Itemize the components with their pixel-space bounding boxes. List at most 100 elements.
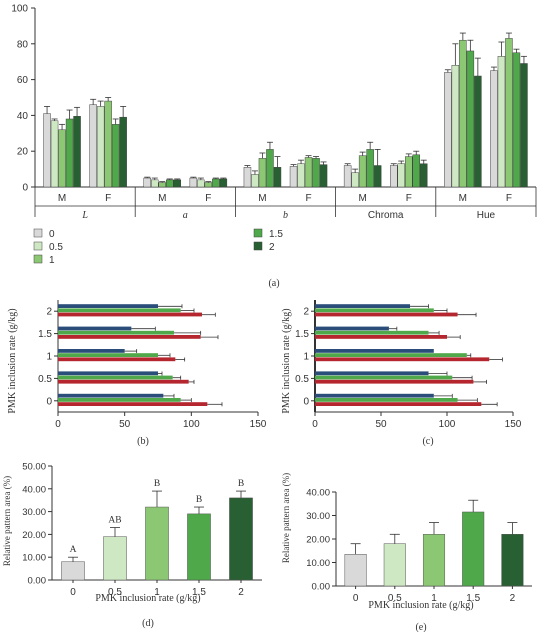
b-x-tick-label: 0 (55, 419, 61, 430)
c-bar (315, 312, 458, 317)
c-bar (315, 304, 411, 308)
a-bar (512, 52, 521, 188)
c-y-tick-label: 1 (303, 352, 309, 363)
a-group-label: Chroma (368, 210, 404, 221)
a-bar (419, 163, 428, 188)
c-bar (315, 353, 467, 357)
a-bar (65, 118, 74, 188)
c-bar (315, 402, 482, 406)
e-y-tick-label: 10.00 (306, 558, 330, 569)
a-bar (166, 179, 174, 188)
legend-label: 0 (49, 229, 55, 240)
a-bar (444, 72, 452, 188)
d-y-tick-label: 30.00 (22, 507, 46, 518)
a-bar (189, 177, 198, 188)
a-sex-label: M (58, 193, 66, 204)
legend-label: 1 (49, 255, 55, 266)
a-sex-label: F (406, 193, 412, 204)
b-y-tick-label: 1 (46, 352, 52, 363)
a-bar (351, 172, 359, 188)
legend-label: 0.5 (49, 242, 63, 253)
a-bar (397, 163, 405, 188)
d-y-tick-label: 40.00 (22, 484, 46, 495)
a-group-label: b (283, 210, 288, 221)
panel-d-chart: 0.00 10.00 20.00 30.00 40.00 50.00 0 A 0.5 AB 1 B 1.… (22, 462, 262, 598)
a-bar (258, 158, 267, 188)
d-y-tick-label: 50.00 (22, 462, 46, 473)
a-bar (204, 182, 213, 188)
a-group-label: L (81, 210, 88, 221)
c-y-tick-label: 2 (303, 307, 309, 318)
panel-e-xlabel: PMK inclusion rate (g/kg) (368, 600, 473, 611)
a-group-label: Hue (477, 210, 496, 221)
b-bar (58, 312, 202, 317)
e-bar (501, 534, 524, 587)
a-bar (497, 56, 506, 188)
c-y-tick-label: 0 (303, 396, 309, 407)
legend-label: 1.5 (269, 229, 283, 240)
b-bar (58, 402, 208, 406)
d-significance-letter: B (238, 479, 244, 489)
legend-swatch (33, 228, 43, 238)
legend-label: 2 (269, 242, 275, 253)
a-sex-label: M (459, 193, 467, 204)
a-bar (273, 167, 282, 188)
a-bar (151, 179, 159, 188)
d-bar (145, 506, 169, 581)
panel-a-label: (a) (268, 278, 279, 289)
a-bar (304, 157, 313, 188)
c-x-tick-label: 150 (505, 419, 522, 430)
a-bar (43, 113, 51, 188)
c-x-tick-label: 0 (312, 419, 318, 430)
c-bar (315, 375, 453, 380)
d-x-tick-label: 0.5 (108, 587, 122, 598)
a-bar (104, 100, 112, 188)
b-bar (58, 357, 176, 362)
panel-b-chart: 0 50 100 150 0 0.5 1 1.5 2 (38, 300, 267, 430)
a-y-tick-label: 80 (17, 39, 29, 50)
c-bar (315, 349, 434, 353)
a-bar (96, 106, 105, 188)
a-bar (89, 104, 97, 188)
a-bar (366, 149, 374, 188)
a-bar (173, 179, 182, 188)
b-bar (58, 353, 158, 357)
b-bar (58, 330, 174, 335)
a-bar (73, 116, 81, 188)
e-x-tick-label: 0 (353, 593, 359, 604)
d-x-tick-label: 0 (70, 587, 76, 598)
a-bar (111, 124, 120, 188)
a-sex-label: M (358, 193, 366, 204)
a-bar (389, 165, 398, 188)
a-bar (219, 178, 228, 188)
c-bar (315, 398, 458, 402)
a-bar (343, 165, 352, 188)
c-bar (315, 371, 429, 376)
e-x-tick-label: 2 (510, 593, 516, 604)
legend-swatch (33, 241, 43, 251)
e-bar (344, 554, 367, 587)
c-x-tick-label: 100 (439, 419, 456, 430)
c-bar (315, 393, 434, 398)
d-x-tick-label: 1 (154, 587, 160, 598)
b-bar (58, 308, 181, 313)
a-bar (312, 158, 320, 188)
a-bar (451, 65, 460, 188)
a-bar (490, 70, 498, 188)
d-bar (61, 561, 85, 581)
b-bar (58, 393, 164, 398)
a-sex-label: F (305, 193, 311, 204)
b-bar (58, 349, 125, 353)
panel-a-legend: 0 0.5 1 1.5 2 (33, 228, 283, 266)
d-x-tick-label: 1.5 (192, 587, 206, 598)
c-y-tick-label: 0.5 (295, 374, 309, 385)
panel-b-label: (b) (137, 436, 149, 447)
c-bar (315, 335, 447, 339)
b-x-tick-label: 100 (183, 419, 200, 430)
b-y-tick-label: 0 (46, 396, 52, 407)
d-y-tick-label: 20.00 (22, 530, 46, 541)
a-bar (412, 154, 420, 188)
panel-e-chart: 0.00 10.00 20.00 30.00 40.00 0 0.5 1 1.5 2 (306, 488, 532, 604)
e-y-tick-label: 20.00 (306, 535, 330, 546)
